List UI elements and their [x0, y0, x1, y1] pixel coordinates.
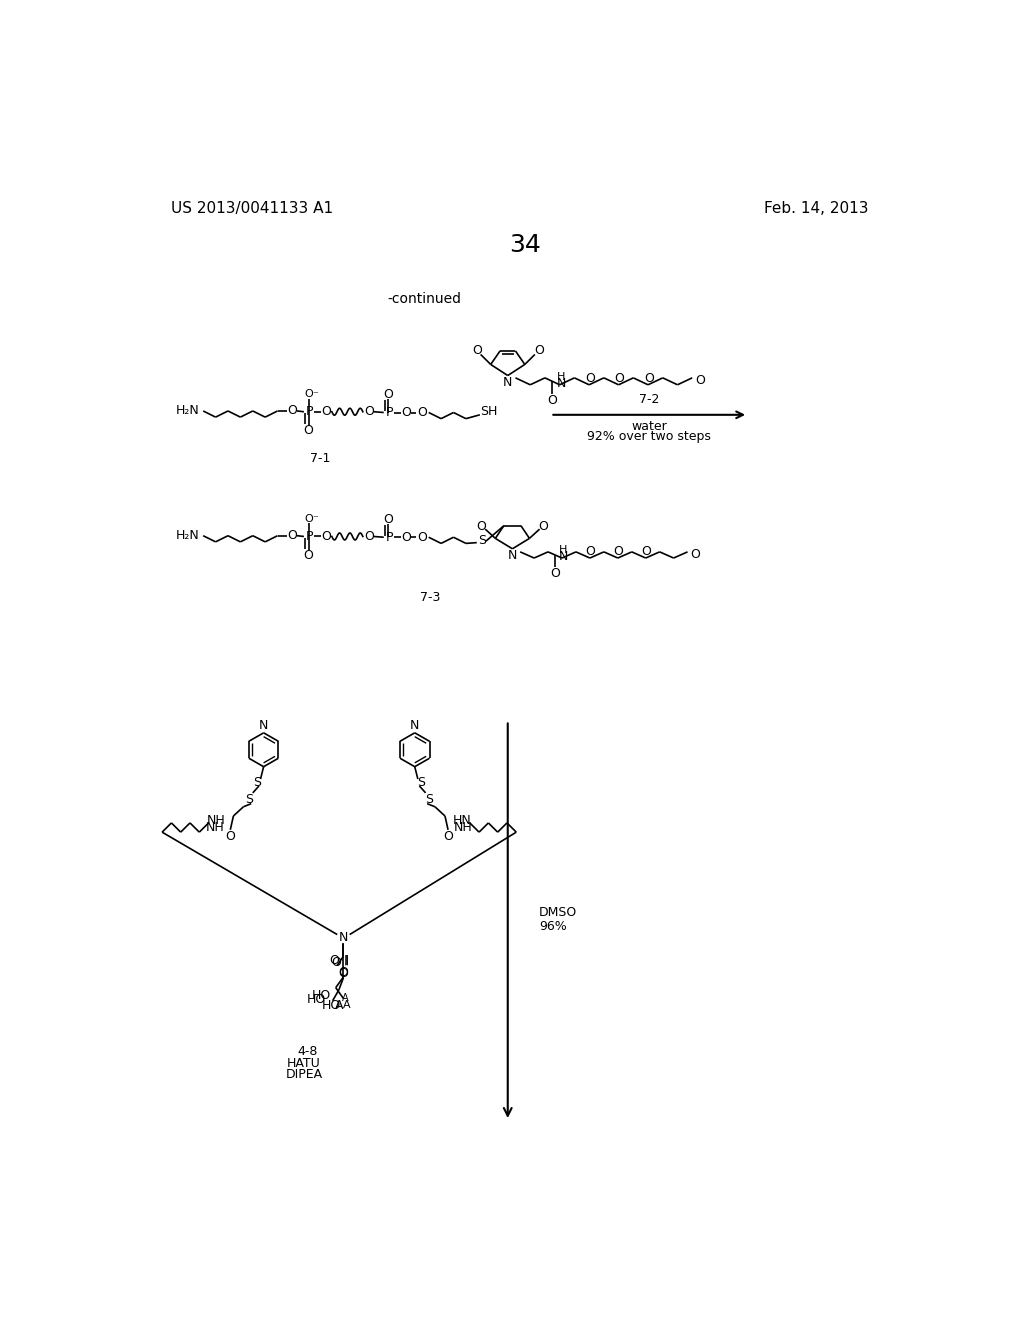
Text: N: N — [259, 719, 268, 733]
Text: O: O — [472, 345, 481, 358]
Text: O: O — [383, 388, 393, 401]
Text: O: O — [534, 345, 544, 358]
Text: 96%: 96% — [539, 920, 566, 933]
Text: S: S — [245, 792, 253, 805]
Text: ⁻: ⁻ — [312, 389, 317, 400]
Text: O: O — [339, 968, 348, 981]
Text: O: O — [613, 545, 624, 558]
Text: HN: HN — [453, 814, 471, 828]
Text: H₂N: H₂N — [176, 529, 200, 543]
Text: S: S — [253, 776, 261, 789]
Text: water: water — [632, 420, 667, 433]
Text: S: S — [426, 792, 433, 805]
Text: HATU: HATU — [287, 1056, 321, 1069]
Text: 7-3: 7-3 — [420, 591, 440, 603]
Text: O: O — [365, 529, 374, 543]
Text: 4-8: 4-8 — [298, 1045, 318, 1059]
Text: O: O — [322, 405, 332, 418]
Text: O: O — [288, 404, 297, 417]
Text: S: S — [478, 533, 486, 546]
Text: O: O — [383, 513, 393, 527]
Text: O: O — [642, 545, 651, 558]
Text: HO: HO — [307, 993, 327, 1006]
Text: HO: HO — [322, 999, 341, 1012]
Text: A: A — [343, 1001, 350, 1010]
Text: ‖: ‖ — [344, 954, 349, 965]
Text: N: N — [556, 376, 566, 389]
Text: N: N — [339, 931, 348, 944]
Text: O: O — [417, 407, 427, 418]
Text: O: O — [690, 548, 700, 561]
Text: O: O — [476, 520, 486, 532]
Text: A: A — [335, 999, 344, 1012]
Text: O: O — [225, 830, 236, 843]
Text: N: N — [410, 719, 420, 733]
Text: O: O — [304, 549, 313, 562]
Text: N: N — [559, 550, 568, 564]
Text: N: N — [503, 376, 512, 389]
Text: ⁻: ⁻ — [312, 515, 317, 524]
Text: 7-2: 7-2 — [639, 393, 659, 407]
Text: O: O — [304, 513, 313, 524]
Text: O: O — [329, 954, 339, 968]
Text: 7-1: 7-1 — [310, 453, 331, 465]
Text: O: O — [322, 529, 332, 543]
Text: O: O — [695, 374, 705, 387]
Text: O: O — [614, 372, 625, 385]
Text: P: P — [385, 531, 393, 544]
Text: H: H — [557, 372, 565, 381]
Text: O: O — [401, 531, 412, 544]
Text: NH: NH — [207, 814, 225, 828]
Text: DMSO: DMSO — [539, 907, 577, 920]
Text: O: O — [443, 830, 453, 843]
Text: O: O — [585, 372, 595, 385]
Text: US 2013/0041133 A1: US 2013/0041133 A1 — [171, 201, 333, 216]
Text: O: O — [331, 956, 341, 969]
Text: O: O — [339, 966, 348, 979]
Text: O: O — [548, 395, 557, 407]
Text: O: O — [539, 520, 548, 532]
Text: P: P — [385, 407, 393, 418]
Text: P: P — [305, 405, 313, 418]
Text: O: O — [586, 545, 596, 558]
Text: 92% over two steps: 92% over two steps — [587, 430, 711, 444]
Text: O: O — [288, 529, 297, 543]
Text: O: O — [401, 407, 412, 418]
Text: O: O — [417, 531, 427, 544]
Text: A: A — [342, 994, 348, 1003]
Text: H: H — [559, 545, 567, 556]
Text: O: O — [304, 425, 313, 437]
Text: -continued: -continued — [388, 292, 462, 305]
Text: O: O — [644, 372, 653, 385]
Text: N: N — [508, 549, 517, 562]
Text: O: O — [550, 566, 560, 579]
Text: DIPEA: DIPEA — [286, 1068, 323, 1081]
Text: NH: NH — [455, 821, 473, 834]
Text: S: S — [417, 776, 425, 789]
Text: Feb. 14, 2013: Feb. 14, 2013 — [764, 201, 868, 216]
Text: H₂N: H₂N — [176, 404, 200, 417]
Text: NH: NH — [206, 821, 224, 834]
Text: HO: HO — [312, 989, 332, 1002]
Text: P: P — [305, 529, 313, 543]
Text: 34: 34 — [509, 232, 541, 256]
Text: O: O — [365, 405, 374, 418]
Text: O: O — [304, 389, 313, 399]
Text: SH: SH — [480, 405, 498, 418]
